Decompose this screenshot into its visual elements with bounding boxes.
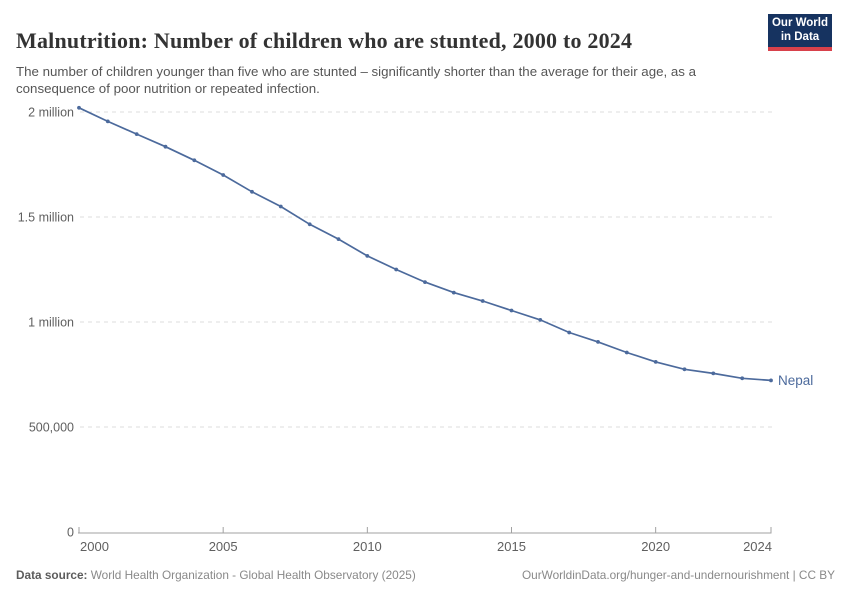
- data-point: [423, 280, 427, 284]
- y-tick-label: 2 million: [28, 106, 74, 120]
- data-point: [105, 119, 110, 124]
- data-point: [250, 189, 254, 194]
- owid-logo[interactable]: Our World in Data: [768, 14, 832, 51]
- data-point: [740, 376, 745, 381]
- x-tick-label: 2005: [209, 539, 238, 554]
- data-point: [134, 132, 139, 137]
- page-title: Malnutrition: Number of children who are…: [16, 27, 633, 53]
- x-tick-label: 2024: [743, 539, 772, 554]
- data-point: [221, 173, 226, 177]
- data-line: [78, 107, 772, 382]
- data-point: [567, 330, 572, 335]
- x-tick-label: 2020: [641, 539, 670, 554]
- data-point: [77, 105, 81, 110]
- data-point: [365, 254, 370, 258]
- data-point: [509, 308, 514, 313]
- data-point: [451, 290, 456, 295]
- data-point: [682, 367, 687, 372]
- owid-logo-line2: in Data: [780, 30, 820, 43]
- y-tick-label: 1 million: [28, 316, 74, 330]
- license-text: | CC BY: [789, 568, 835, 582]
- data-point: [163, 144, 168, 149]
- data-point: [769, 378, 773, 383]
- y-tick-label: 1.5 million: [18, 211, 74, 225]
- data-source-value: World Health Organization - Global Healt…: [87, 568, 416, 582]
- data-point: [624, 350, 629, 355]
- data-point: [192, 158, 197, 163]
- data-source-label: Data source:: [16, 568, 88, 582]
- data-point: [278, 204, 283, 209]
- owid-logo-line1: Our World: [771, 17, 828, 29]
- data-point: [307, 222, 312, 227]
- data-point: [336, 237, 341, 242]
- data-source-note: Data source: World Health Organization -…: [16, 568, 416, 582]
- series-end-label: Nepal: [778, 373, 813, 388]
- footer-attribution: OurWorldinData.org/hunger-and-undernouri…: [522, 568, 835, 582]
- x-tick-label: 2015: [497, 539, 526, 554]
- data-point: [711, 371, 716, 376]
- data-point: [394, 267, 399, 272]
- y-tick-label: 500,000: [29, 421, 74, 435]
- data-point: [538, 318, 543, 322]
- x-tick-label: 2000: [80, 539, 109, 554]
- page-subtitle: The number of children younger than five…: [16, 64, 697, 97]
- y-tick-label: 0: [67, 526, 74, 540]
- data-point: [653, 360, 658, 364]
- x-tick-label: 2010: [353, 539, 382, 554]
- owid-url-link[interactable]: OurWorldinData.org/hunger-and-undernouri…: [521, 568, 790, 582]
- data-point: [480, 299, 485, 303]
- data-point: [596, 340, 600, 344]
